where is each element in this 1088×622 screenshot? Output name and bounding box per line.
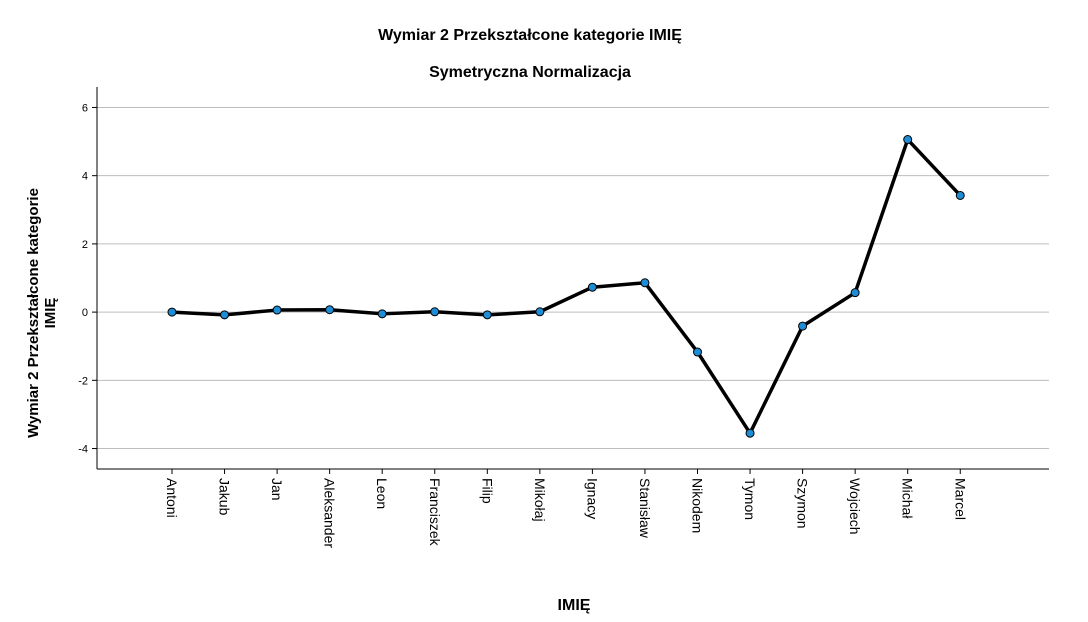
data-point [535,307,545,317]
gridlines [97,106,1049,450]
x-tick-label: Filip [479,478,495,504]
y-tick-label: 2 [82,239,88,251]
x-axis: Antoni Jakub Jan Aleksander Leon Franciszek Fi… [97,468,1049,548]
data-point [640,278,650,288]
y-tick-label: 4 [82,171,88,183]
y-axis-title-line1: Wymiar 2 Przekształcone kategorie [25,188,42,438]
data-point [955,190,965,200]
y-tick-label: 0 [82,307,88,319]
data-point [430,307,440,317]
data-point [693,347,702,357]
data-point [325,305,335,315]
x-axis-title: IMIĘ [558,597,591,614]
x-tick-label: Mikołaj [532,478,548,522]
series [167,135,965,438]
x-tick-label: Wojciech [847,478,863,535]
chart-title: Wymiar 2 Przekształcone kategorie IMIĘ [378,27,682,44]
data-point [220,310,230,320]
x-tick-label: Marcel [952,478,968,520]
y-axis-title-line2: IMIĘ [42,298,59,329]
x-tick-label: Michał [900,478,916,519]
data-point [587,282,597,292]
x-tick-label: Aleksander [322,478,338,548]
y-axis: -4 -2 0 2 4 6 [78,87,98,469]
x-tick-label: Franciszek [427,478,443,547]
y-tick-label: 6 [82,102,88,114]
data-point [377,309,387,319]
x-tick-label: Nikodem [690,478,706,533]
chart-subtitle: Symetryczna Normalizacja [429,64,631,81]
series-line [171,137,962,435]
y-tick-label: -2 [78,375,88,387]
x-tick-label: Jakub [217,478,233,516]
data-point [272,305,282,315]
x-tick-label: Jan [269,478,285,501]
data-point [482,310,492,320]
data-point [798,321,808,331]
x-tick-label: Szymon [795,478,811,529]
x-tick-label: Leon [374,478,390,509]
x-tick-label: Tymon [742,478,758,520]
x-tick-label: Ignacy [584,478,600,519]
x-tick-label: Antoni [164,478,180,518]
data-point [850,288,860,298]
data-point [745,428,755,438]
data-point [903,135,913,145]
data-point [167,307,177,317]
y-tick-label: -4 [78,444,88,456]
x-tick-label: Stanisław [637,478,653,539]
